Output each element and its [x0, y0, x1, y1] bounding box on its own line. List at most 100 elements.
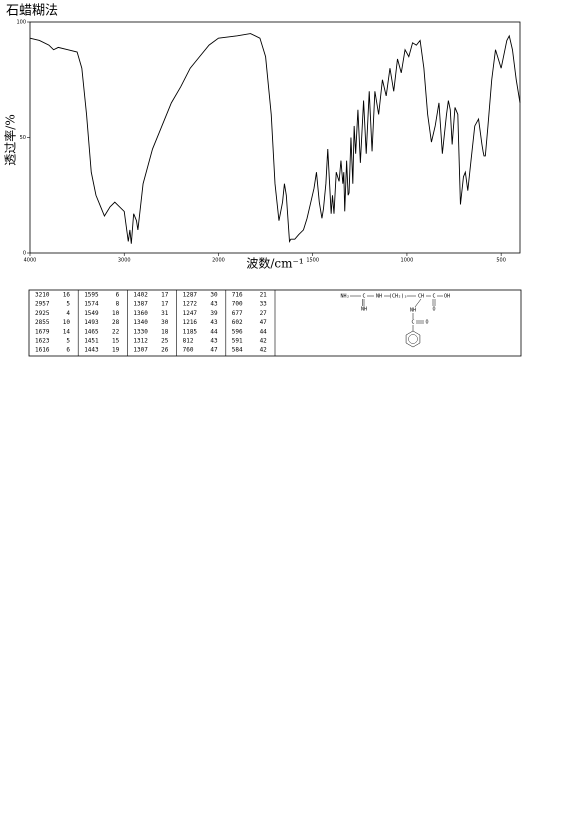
benzene-ring	[405, 330, 421, 348]
peak-wavenumber: 700	[232, 301, 243, 308]
peak-transmittance: 44	[260, 328, 268, 335]
structure-atom: NH	[410, 308, 416, 314]
x-tick-label: 500	[496, 258, 506, 264]
peak-wavenumber: 1247	[183, 310, 198, 317]
peak-transmittance: 16	[63, 292, 71, 299]
structure-atom: C	[411, 320, 414, 326]
peak-wavenumber: 3210	[35, 292, 50, 299]
x-axis-label: 波数/cm⁻¹	[246, 256, 303, 271]
peak-wavenumber: 1340	[133, 319, 148, 326]
chart-title: 石蜡糊法	[6, 3, 58, 19]
peak-transmittance: 6	[66, 347, 70, 354]
peak-wavenumber: 1216	[183, 319, 198, 326]
peak-wavenumber: 2925	[35, 310, 50, 317]
structure-atom: NH	[361, 307, 367, 313]
peak-wavenumber: 1402	[133, 292, 148, 299]
peak-transmittance: 42	[260, 347, 268, 354]
peak-wavenumber: 1451	[84, 338, 99, 345]
peak-wavenumber: 1330	[133, 328, 148, 335]
peak-transmittance: 43	[210, 319, 218, 326]
peak-transmittance: 17	[161, 292, 169, 299]
peak-transmittance: 5	[66, 301, 70, 308]
peak-transmittance: 28	[112, 319, 120, 326]
peak-wavenumber: 591	[232, 338, 243, 345]
peak-transmittance: 30	[210, 292, 218, 299]
peak-wavenumber: 1465	[84, 328, 99, 335]
peak-transmittance: 27	[260, 310, 268, 317]
peak-wavenumber: 584	[232, 347, 243, 354]
y-axis-label: 透过率/%	[3, 114, 18, 165]
structure-atom: C	[362, 294, 365, 300]
peak-wavenumber: 1623	[35, 338, 50, 345]
peak-transmittance: 44	[210, 328, 218, 335]
peak-wavenumber: 1679	[35, 328, 50, 335]
peak-wavenumber: 1493	[84, 319, 99, 326]
structure-bond	[414, 298, 422, 308]
x-tick-label: 3000	[118, 258, 131, 264]
peak-transmittance: 8	[116, 301, 120, 308]
peak-wavenumber: 2957	[35, 301, 50, 308]
structure-atom: CH	[418, 294, 424, 300]
peak-transmittance: 33	[260, 301, 268, 308]
structure-atom: O	[425, 320, 428, 326]
y-tick-label: 0	[23, 251, 26, 257]
peak-transmittance: 17	[161, 301, 169, 308]
structure-atom: O	[432, 307, 435, 313]
peak-wavenumber: 1574	[84, 301, 99, 308]
structure-atom: C	[432, 294, 435, 300]
peak-wavenumber: 1616	[35, 347, 50, 354]
peak-transmittance: 6	[116, 292, 120, 299]
x-tick-label: 1500	[306, 258, 319, 264]
peak-wavenumber: 1307	[133, 347, 148, 354]
peak-transmittance: 10	[112, 310, 120, 317]
peak-transmittance: 5	[66, 338, 70, 345]
peak-transmittance: 47	[260, 319, 268, 326]
peak-transmittance: 42	[260, 338, 268, 345]
structure-atom: OH	[444, 294, 450, 300]
peak-transmittance: 31	[161, 310, 169, 317]
peak-wavenumber: 1387	[133, 301, 148, 308]
peak-wavenumber: 677	[232, 310, 243, 317]
peak-wavenumber: 1360	[133, 310, 148, 317]
peak-transmittance: 10	[63, 319, 71, 326]
y-tick-label: 50	[20, 135, 26, 141]
peak-wavenumber: 1443	[84, 347, 99, 354]
peak-transmittance: 43	[210, 301, 218, 308]
peak-wavenumber: 1549	[84, 310, 99, 317]
plot-frame	[29, 21, 521, 254]
peak-wavenumber: 2855	[35, 319, 50, 326]
structure-atom: NH	[376, 294, 382, 300]
peak-wavenumber: 1595	[84, 292, 99, 299]
structure-atom: (CH₂)₃	[389, 294, 407, 300]
peak-transmittance: 21	[260, 292, 268, 299]
peak-transmittance: 25	[161, 338, 169, 345]
peak-transmittance: 18	[161, 328, 169, 335]
benzene-inner	[408, 334, 418, 344]
spectrum-line	[29, 33, 521, 244]
peak-wavenumber: 760	[183, 347, 194, 354]
peak-transmittance: 19	[112, 347, 120, 354]
peak-wavenumber: 596	[232, 328, 243, 335]
x-tick-label: 2000	[212, 258, 225, 264]
peak-transmittance: 15	[112, 338, 120, 345]
peak-wavenumber: 812	[183, 338, 194, 345]
peak-wavenumber: 602	[232, 319, 243, 326]
peak-wavenumber: 1312	[133, 338, 148, 345]
peak-transmittance: 26	[161, 347, 169, 354]
peak-transmittance: 14	[63, 328, 71, 335]
x-tick-label: 4000	[24, 258, 37, 264]
peak-wavenumber: 1287	[183, 292, 198, 299]
peak-transmittance: 4	[66, 310, 70, 317]
y-tick-label: 100	[16, 20, 26, 26]
peak-transmittance: 30	[161, 319, 169, 326]
structure-atom: NH₂	[340, 294, 349, 300]
peak-wavenumber: 716	[232, 292, 243, 299]
peak-transmittance: 22	[112, 328, 120, 335]
peak-transmittance: 39	[210, 310, 218, 317]
peak-wavenumber: 1272	[183, 301, 198, 308]
peak-transmittance: 47	[210, 347, 218, 354]
peak-wavenumber: 1185	[183, 328, 198, 335]
peak-transmittance: 43	[210, 338, 218, 345]
x-tick-label: 1000	[401, 258, 414, 264]
